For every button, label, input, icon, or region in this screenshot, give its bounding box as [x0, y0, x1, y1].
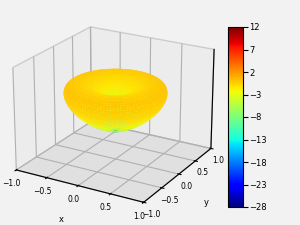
- Y-axis label: y: y: [204, 198, 209, 207]
- X-axis label: x: x: [59, 215, 64, 224]
